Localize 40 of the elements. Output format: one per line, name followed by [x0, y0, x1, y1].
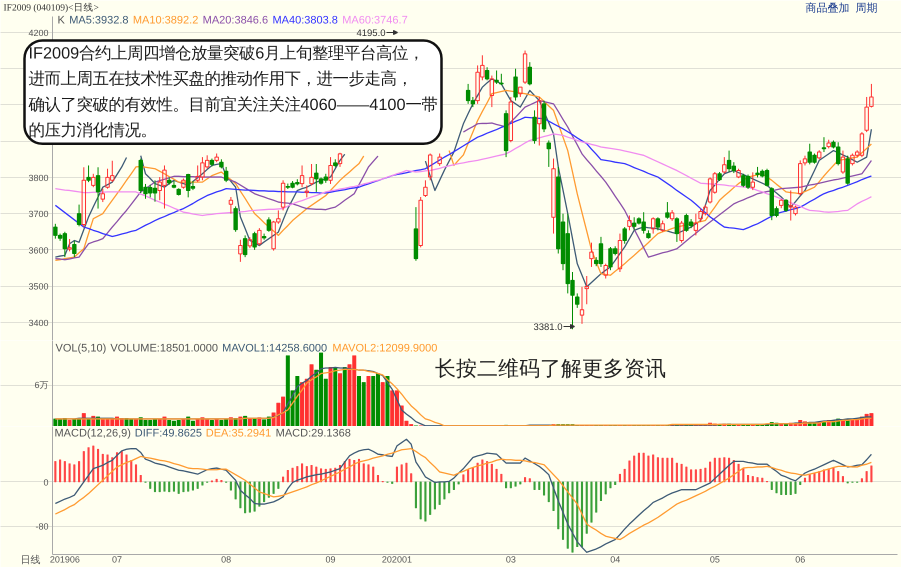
annotation: IF2009合约上周四增仓放量突破6月上旬整理平台高位，进而上周五在技术性买盘的推动作用下，进一步走高，确认了突破的有效性。目前宜关注关注4060——4100一带的压力消化情况。	[28, 44, 438, 140]
x-tick-label: 07	[112, 554, 122, 564]
x-tick-label: 04	[610, 554, 620, 564]
x-tick-label: 06	[795, 554, 806, 564]
text: DEA:35.2941	[206, 428, 272, 440]
text: MA5:3932.8	[69, 14, 129, 26]
annotation: VOLUME:18501.0000	[110, 342, 218, 354]
annotation: K	[58, 14, 66, 26]
text: MA40:3803.8	[272, 14, 338, 26]
x-tick-label: 03	[506, 554, 516, 564]
y-tick-label: 4200	[28, 28, 49, 38]
x-axis-title: 日线	[20, 554, 40, 566]
chart-title: VOL(5,10)	[56, 342, 106, 354]
text: MA20:3846.6	[202, 14, 268, 26]
x-tick-label: 201906	[50, 554, 80, 564]
y-tick-label: 3700	[28, 209, 49, 220]
x-tick-label: 09	[326, 554, 336, 564]
annotation: MACD:29.1368	[276, 428, 351, 440]
series-label: MAVOL1:14258.6000	[222, 342, 328, 354]
series-label: DIFF:49.8625	[134, 428, 202, 440]
series-label: MAVOL2:12099.9000	[332, 342, 438, 354]
y-tick-label: 6万	[34, 380, 49, 390]
text: MA10:3892.2	[132, 14, 198, 26]
annotation: 4195.0	[356, 28, 386, 39]
text: 商品叠加	[806, 2, 850, 14]
y-tick-label: 3600	[28, 245, 49, 256]
annotation: 长按二维码了解更多资讯	[435, 356, 666, 380]
x-tick-label: 05	[710, 554, 720, 564]
text: 周期	[856, 2, 878, 14]
chart-title: IF2009 (040109)<日线>	[4, 2, 99, 14]
y-tick-label: 3400	[28, 318, 49, 328]
chart-title: MACD(12,26,9)	[54, 428, 131, 440]
y-tick-label: 0	[43, 477, 49, 488]
x-tick-label: 08	[221, 554, 232, 564]
y-tick-label: 3500	[28, 282, 49, 292]
text: MA60:3746.7	[342, 14, 408, 26]
x-tick-label: 202001	[382, 554, 412, 564]
y-tick-label: -80	[35, 522, 49, 532]
y-tick-label: 3800	[28, 172, 49, 183]
annotation: 3381.0	[533, 322, 563, 333]
